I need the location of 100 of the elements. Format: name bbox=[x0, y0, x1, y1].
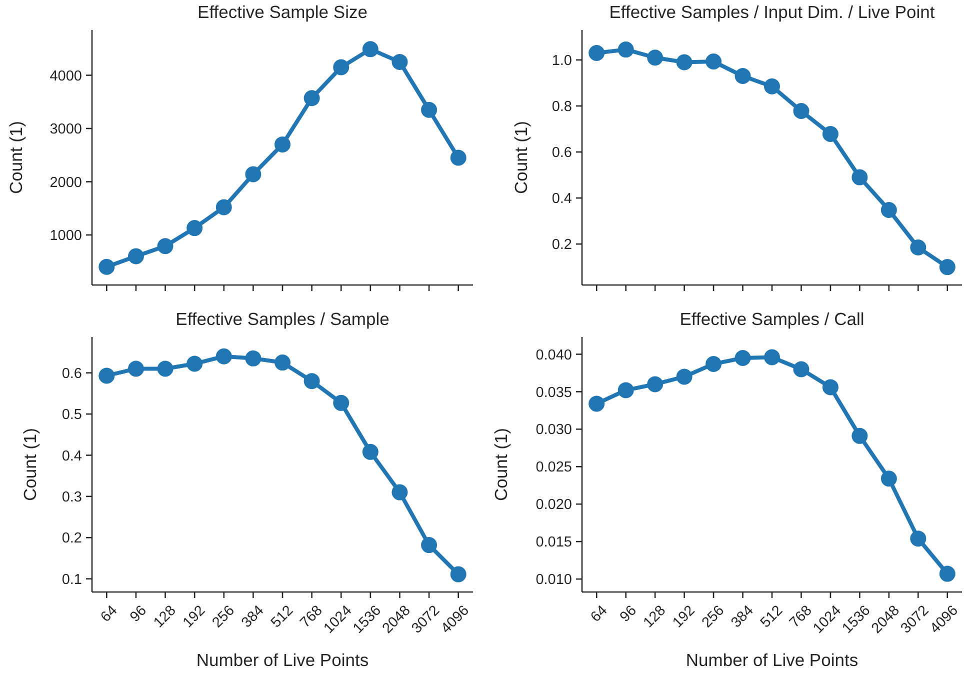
point bbox=[764, 78, 780, 94]
point bbox=[852, 428, 868, 444]
point bbox=[822, 126, 838, 142]
point bbox=[793, 103, 810, 120]
point bbox=[676, 368, 692, 385]
point bbox=[186, 220, 203, 236]
point bbox=[910, 239, 926, 256]
point bbox=[618, 382, 634, 398]
x-axis-title: Number of Live Points bbox=[686, 650, 858, 670]
point bbox=[910, 530, 926, 547]
y-tick-label: 3000 bbox=[50, 122, 82, 138]
chart-title: Effective Samples / Input Dim. / Live Point bbox=[609, 2, 935, 22]
x-tick-label: 384 bbox=[238, 602, 268, 632]
point bbox=[216, 348, 232, 364]
point bbox=[304, 373, 320, 390]
point bbox=[128, 248, 144, 264]
point bbox=[216, 199, 232, 216]
point bbox=[618, 42, 634, 58]
x-tick-label: 192 bbox=[670, 602, 698, 632]
y-tick-label: 0.8 bbox=[552, 99, 572, 116]
point bbox=[245, 166, 262, 182]
point bbox=[939, 566, 956, 582]
point bbox=[588, 45, 605, 62]
point bbox=[734, 350, 751, 366]
x-tick-label: 96 bbox=[127, 602, 150, 626]
point bbox=[880, 202, 897, 218]
point bbox=[157, 238, 174, 254]
point bbox=[392, 54, 408, 70]
y-axis-title: Count (1) bbox=[511, 121, 531, 194]
point bbox=[128, 360, 144, 377]
y-axis-title: Count (1) bbox=[491, 428, 511, 501]
x-tick-label: 256 bbox=[699, 602, 728, 632]
point bbox=[333, 59, 350, 76]
y-tick-label: 0.5 bbox=[62, 407, 82, 424]
y-tick-label: 0.025 bbox=[536, 460, 572, 476]
point bbox=[362, 41, 378, 58]
chart-title: Effective Sample Size bbox=[198, 2, 368, 22]
y-tick-label: 0.2 bbox=[62, 530, 82, 547]
y-tick-label: 0.020 bbox=[536, 497, 572, 514]
x-tick-label: 192 bbox=[180, 602, 209, 632]
point bbox=[880, 470, 897, 487]
y-tick-label: 0.6 bbox=[62, 366, 82, 382]
y-tick-label: 0.4 bbox=[552, 191, 572, 208]
x-tick-label: 64 bbox=[588, 602, 611, 626]
point bbox=[793, 361, 810, 378]
x-tick-label: 384 bbox=[728, 602, 757, 632]
point bbox=[157, 360, 174, 377]
chart-title: Effective Samples / Call bbox=[680, 309, 864, 329]
y-tick-label: 0.4 bbox=[62, 448, 82, 464]
point bbox=[186, 356, 203, 372]
point bbox=[764, 349, 780, 366]
point bbox=[274, 136, 290, 152]
point bbox=[852, 169, 868, 186]
point bbox=[98, 368, 115, 384]
x-tick-label: 512 bbox=[758, 602, 786, 632]
y-tick-label: 0.030 bbox=[536, 422, 572, 438]
y-axis-title: Count (1) bbox=[6, 121, 26, 194]
point bbox=[392, 484, 408, 500]
x-tick-label: 512 bbox=[268, 602, 297, 632]
point bbox=[98, 258, 115, 275]
chart-title: Effective Samples / Sample bbox=[176, 309, 390, 329]
y-tick-label: 2000 bbox=[50, 174, 82, 191]
y-tick-label: 0.015 bbox=[536, 534, 572, 551]
y-tick-label: 0.6 bbox=[552, 145, 572, 162]
y-tick-label: 0.3 bbox=[62, 490, 82, 506]
y-tick-label: 0.2 bbox=[552, 237, 572, 254]
y-axis-title: Count (1) bbox=[20, 428, 40, 501]
y-tick-label: 0.040 bbox=[536, 347, 572, 364]
y-tick-label: 1000 bbox=[50, 228, 82, 244]
point bbox=[734, 68, 751, 84]
point bbox=[274, 354, 290, 371]
x-tick-label: 64 bbox=[98, 602, 121, 626]
point bbox=[450, 566, 466, 582]
y-tick-label: 0.1 bbox=[62, 572, 82, 588]
point bbox=[588, 396, 605, 412]
x-tick-label: 768 bbox=[297, 602, 326, 632]
point bbox=[450, 150, 466, 166]
point bbox=[647, 50, 664, 66]
point bbox=[362, 444, 378, 460]
point bbox=[706, 356, 722, 372]
point bbox=[939, 259, 956, 276]
point bbox=[421, 102, 438, 118]
point bbox=[304, 90, 320, 106]
x-tick-label: 96 bbox=[617, 602, 640, 626]
y-tick-label: 0.035 bbox=[536, 384, 572, 401]
x-tick-label: 128 bbox=[640, 602, 670, 632]
x-tick-label: 128 bbox=[150, 602, 180, 632]
point bbox=[647, 376, 664, 392]
y-tick-label: 0.010 bbox=[536, 572, 572, 588]
point bbox=[676, 54, 692, 70]
y-tick-label: 1.0 bbox=[552, 52, 572, 69]
point bbox=[706, 54, 722, 70]
point bbox=[822, 379, 838, 396]
point bbox=[421, 537, 438, 554]
x-tick-label: 768 bbox=[786, 602, 816, 632]
x-axis-title: Number of Live Points bbox=[196, 650, 369, 670]
x-tick-label: 256 bbox=[209, 602, 238, 632]
y-tick-label: 4000 bbox=[50, 68, 82, 84]
point bbox=[333, 394, 350, 411]
point bbox=[245, 350, 262, 366]
